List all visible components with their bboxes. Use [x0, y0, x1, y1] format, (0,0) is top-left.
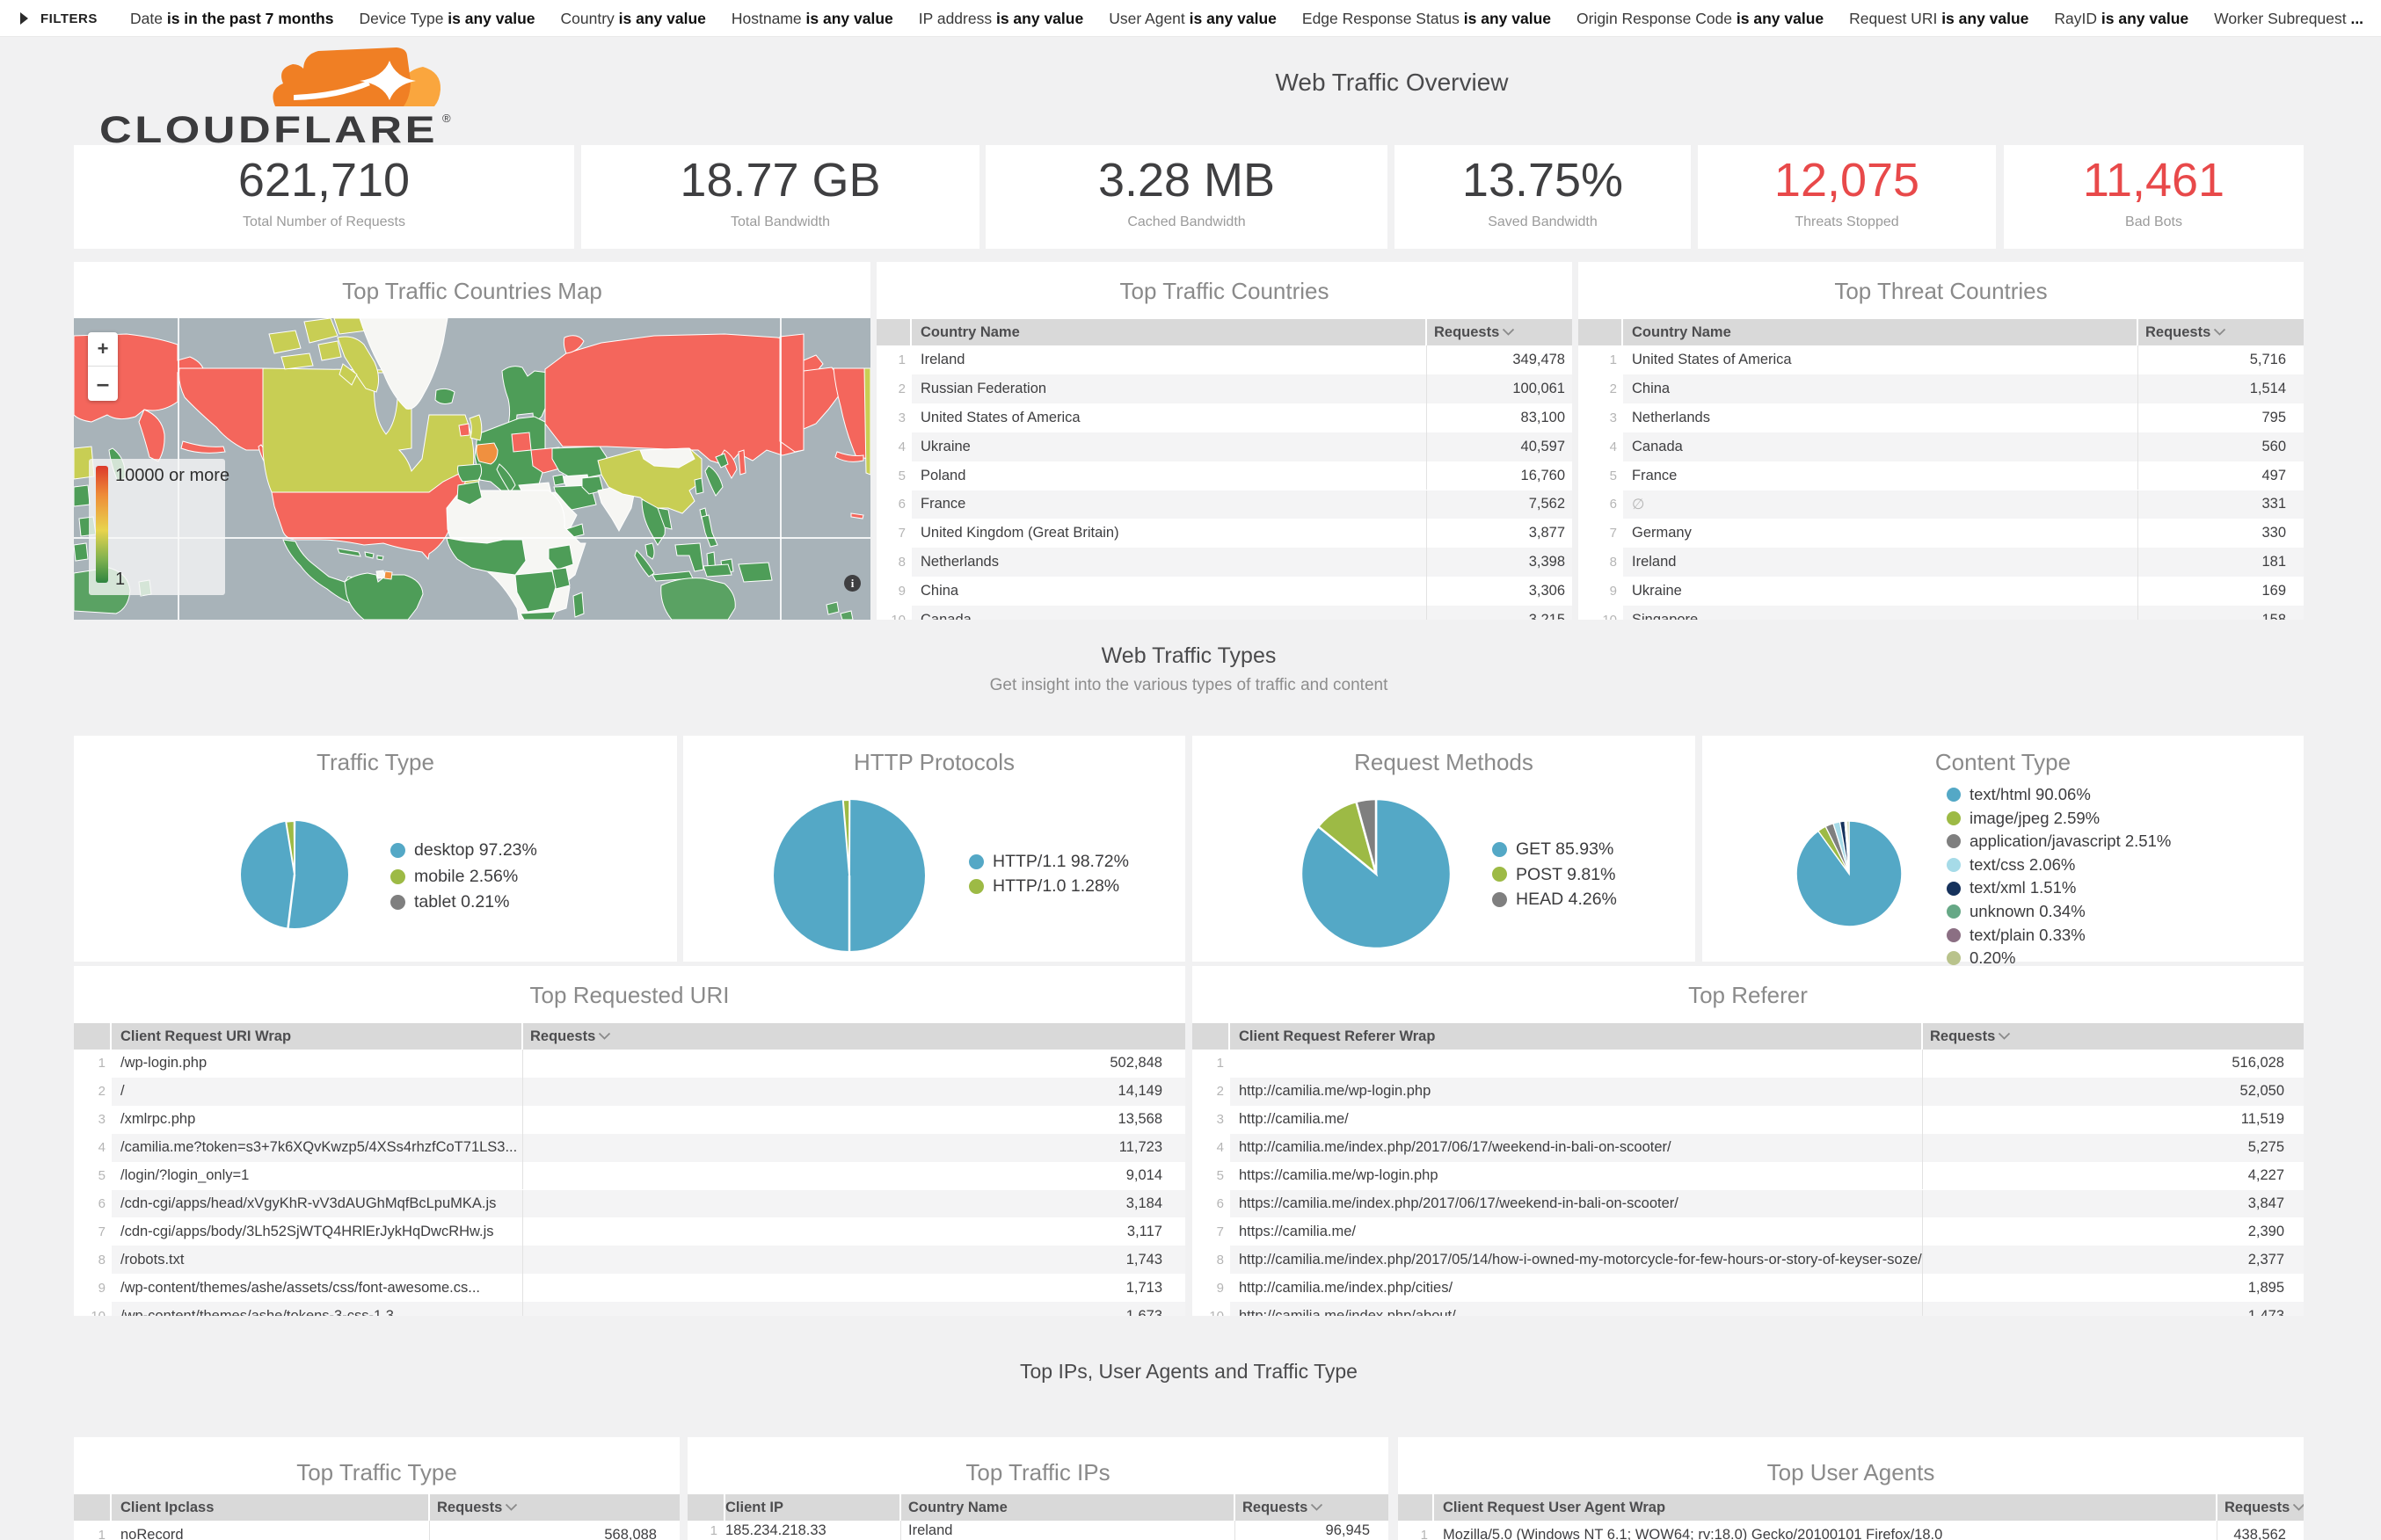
- svg-text:CLOUDFLARE: CLOUDFLARE: [99, 109, 438, 148]
- svg-text:®: ®: [442, 112, 451, 125]
